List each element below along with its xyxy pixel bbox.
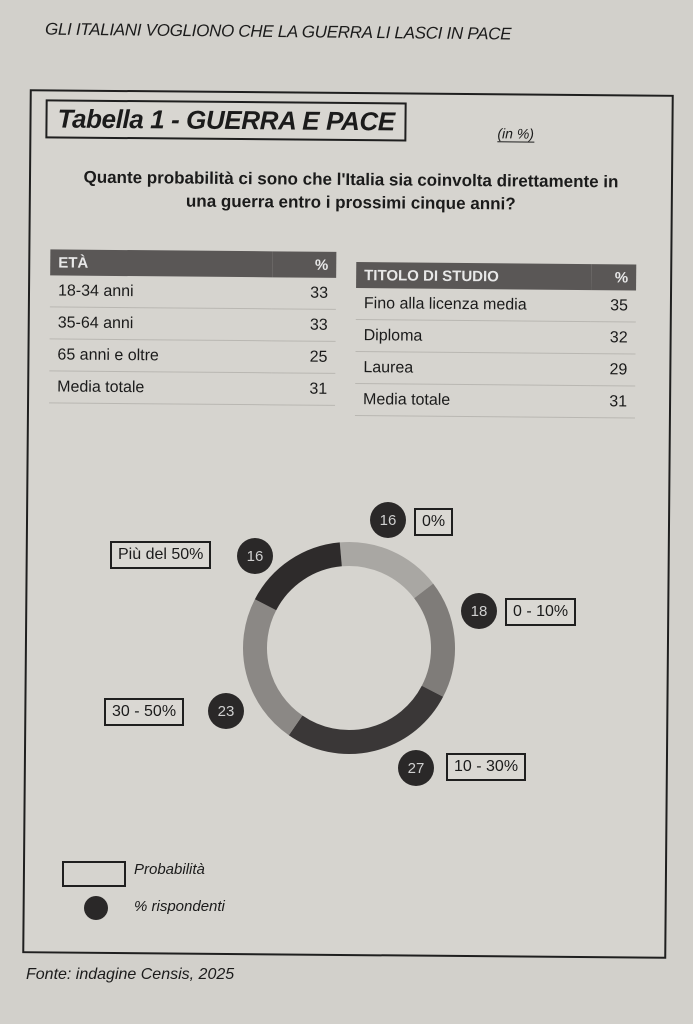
probability-label-3: 30 - 50% <box>104 698 185 726</box>
legend-respondents-swatch <box>84 896 108 920</box>
respondents-dot-1: 18 <box>461 593 497 629</box>
probability-label-4: Più del 50% <box>110 541 212 569</box>
legend-probability-label: Probabilità <box>134 861 205 878</box>
respondents-dot-2: 27 <box>398 750 434 786</box>
legend-probability-swatch <box>62 861 126 887</box>
probability-label-2: 10 - 30% <box>446 753 527 781</box>
source-note: Fonte: indagine Censis, 2025 <box>26 966 235 983</box>
respondents-dot-0: 16 <box>370 502 406 538</box>
respondents-dot-3: 23 <box>208 693 244 729</box>
donut-segment-4 <box>254 542 343 611</box>
probability-label-0: 0% <box>414 508 454 536</box>
donut-segment-3 <box>243 599 303 736</box>
respondents-dot-4: 16 <box>237 538 273 574</box>
donut-segment-2 <box>288 685 444 754</box>
donut-segment-1 <box>413 583 455 697</box>
donut-segment-0 <box>339 542 434 599</box>
legend-respondents-label: % rispondenti <box>134 898 225 915</box>
probability-label-1: 0 - 10% <box>505 598 577 626</box>
